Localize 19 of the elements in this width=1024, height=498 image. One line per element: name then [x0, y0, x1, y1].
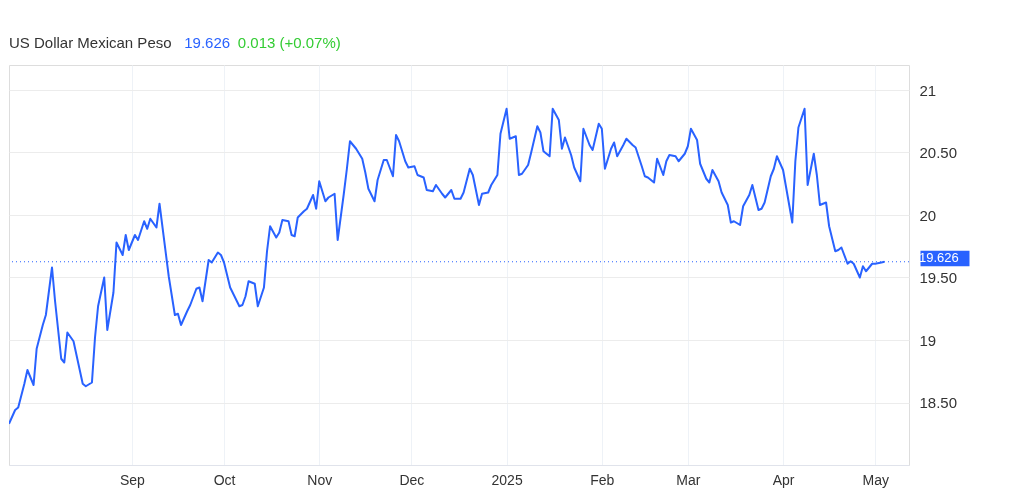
- x-tick-label: Mar: [676, 471, 701, 488]
- x-tick-label: May: [862, 471, 889, 488]
- y-tick-label: 20: [919, 206, 937, 224]
- x-tick-label: Sep: [119, 471, 146, 488]
- ref-line-label: 19.626: [919, 249, 959, 265]
- x-tick-label: Oct: [213, 471, 236, 488]
- y-tick-label: 21: [919, 81, 937, 99]
- text: 0.013 (+0.07%): [237, 34, 341, 51]
- y-tick-label: 19.50: [919, 269, 958, 286]
- chart-title: US Dollar Mexican Peso: [9, 34, 172, 51]
- x-tick-label: Feb: [590, 471, 615, 488]
- x-tick-label: Apr: [772, 471, 795, 488]
- y-tick-label: 19: [919, 331, 937, 349]
- text: 19.626: [184, 34, 231, 51]
- x-tick-label: 2025: [491, 471, 523, 488]
- x-tick-label: Dec: [399, 471, 425, 488]
- y-tick-label: 20.50: [919, 144, 958, 161]
- y-tick-label: 18.50: [919, 394, 958, 411]
- x-tick-label: Nov: [307, 471, 333, 488]
